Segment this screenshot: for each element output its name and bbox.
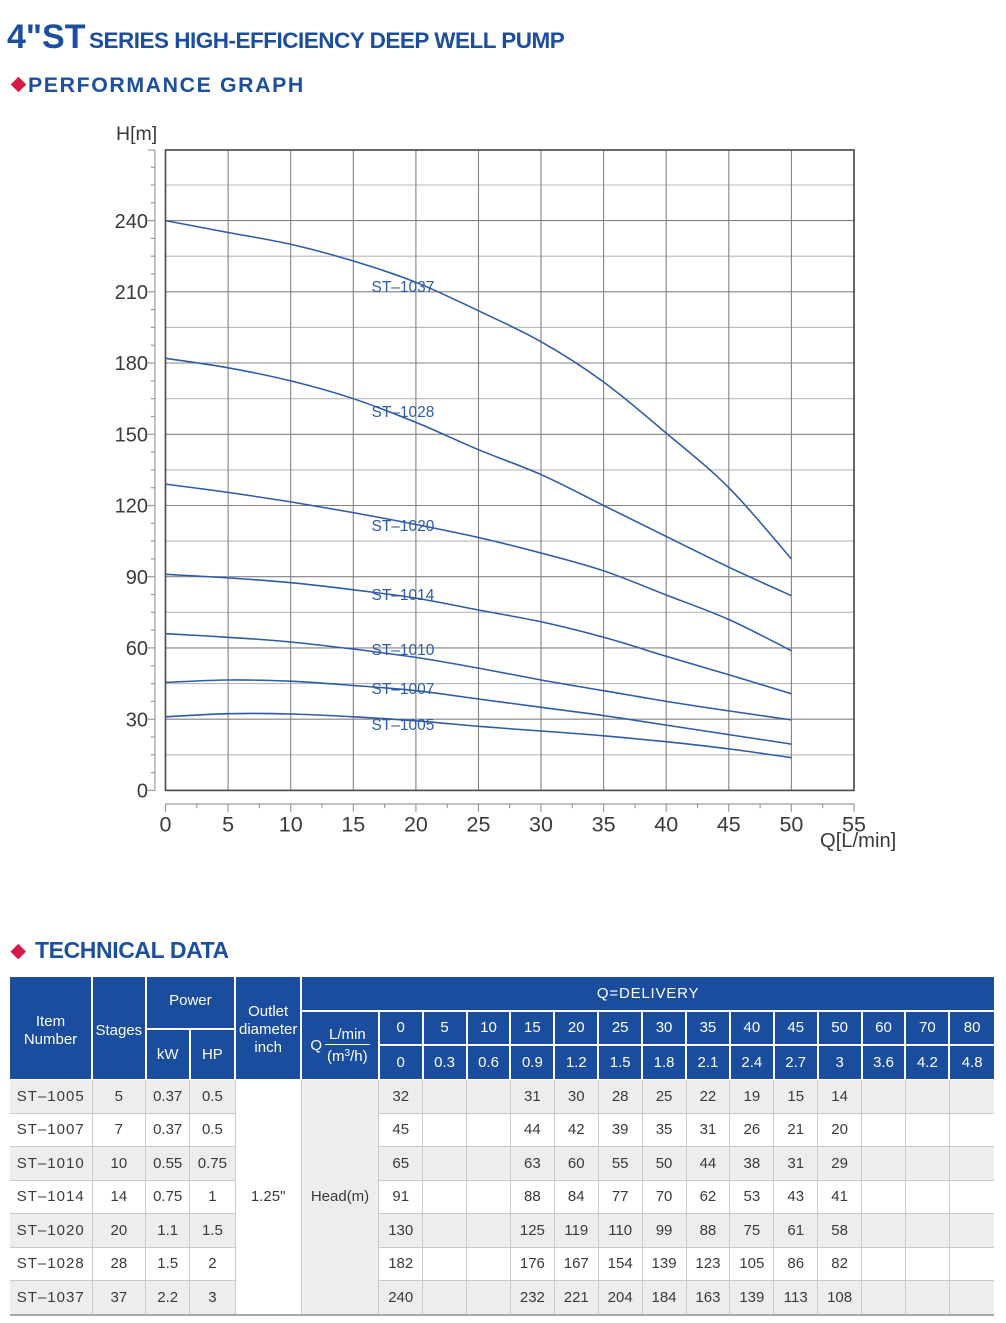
svg-text:240: 240 [115, 211, 148, 233]
svg-text:50: 50 [779, 813, 803, 837]
svg-text:5: 5 [222, 813, 234, 837]
svg-text:180: 180 [115, 353, 148, 375]
svg-text:60: 60 [126, 638, 148, 660]
svg-text:35: 35 [592, 813, 616, 837]
svg-text:30: 30 [126, 709, 148, 731]
svg-text:20: 20 [404, 813, 428, 837]
svg-text:ST–1007: ST–1007 [372, 681, 435, 698]
svg-text:ST–1037: ST–1037 [372, 279, 435, 296]
svg-text:H[m]: H[m] [116, 123, 157, 145]
svg-text:ST–1020: ST–1020 [372, 518, 435, 535]
svg-text:ST–1028: ST–1028 [372, 404, 435, 421]
svg-text:55: 55 [842, 813, 866, 837]
svg-text:90: 90 [126, 567, 148, 589]
svg-text:0: 0 [137, 781, 148, 803]
svg-text:Q[L/min]: Q[L/min] [820, 830, 896, 852]
svg-text:10: 10 [279, 813, 303, 837]
svg-text:ST–1010: ST–1010 [372, 642, 435, 659]
svg-text:40: 40 [654, 813, 678, 837]
svg-text:210: 210 [115, 282, 148, 304]
svg-text:45: 45 [717, 813, 741, 837]
svg-text:150: 150 [115, 425, 148, 447]
svg-text:30: 30 [529, 813, 553, 837]
svg-text:ST–1005: ST–1005 [372, 717, 435, 734]
svg-text:15: 15 [341, 813, 365, 837]
svg-text:0: 0 [160, 813, 172, 837]
svg-text:120: 120 [115, 496, 148, 518]
svg-text:ST–1014: ST–1014 [372, 587, 435, 604]
svg-text:25: 25 [467, 813, 491, 837]
